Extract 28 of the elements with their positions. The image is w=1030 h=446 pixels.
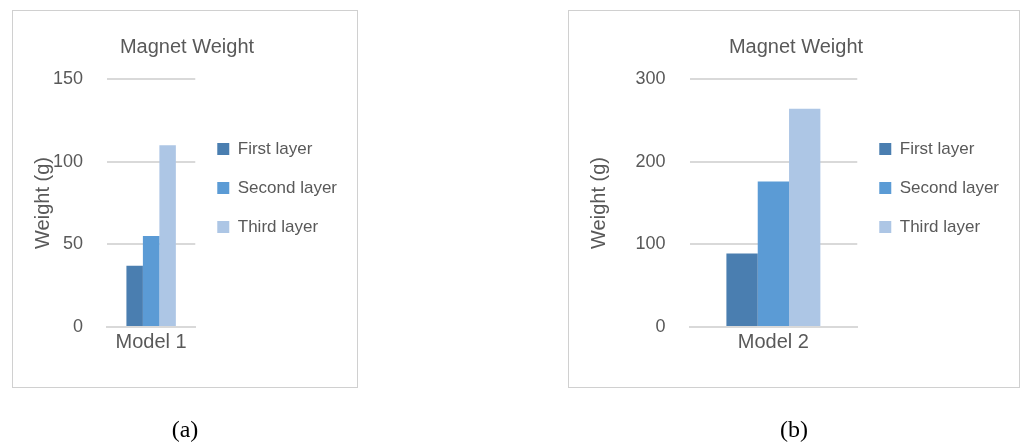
y-tick-label: 150	[52, 67, 83, 88]
chart-title: Magnet Weight	[728, 34, 864, 57]
text: (a)	[170, 416, 200, 443]
bar	[142, 236, 160, 326]
y-axis-title: Weight (g)	[30, 157, 53, 249]
y-axis-title: Weight (g)	[586, 157, 609, 249]
bar	[757, 181, 790, 326]
y-tick-label: 0	[72, 315, 83, 336]
y-tick-label: 300	[635, 67, 666, 88]
bar	[789, 108, 821, 326]
x-tick-label: Model 1	[115, 329, 187, 352]
legend-label: First layer	[237, 138, 313, 158]
chart-title: Magnet Weight	[119, 34, 255, 57]
bar	[126, 265, 143, 326]
legend-label: Third layer	[899, 216, 981, 236]
y-tick-label: 200	[635, 150, 666, 171]
y-tick-label: 100	[52, 150, 83, 171]
y-tick-label: 0	[655, 315, 666, 336]
bar	[726, 253, 758, 326]
legend-label: First layer	[899, 138, 975, 158]
legend-label: Third layer	[237, 216, 319, 236]
legend-label: Second layer	[899, 177, 1000, 197]
y-tick-label: 50	[62, 233, 83, 254]
bar	[159, 145, 176, 326]
y-tick-label: 100	[635, 233, 666, 254]
x-tick-label: Model 2	[737, 329, 809, 352]
legend-label: Second layer	[237, 177, 338, 197]
text: (b)	[779, 416, 809, 443]
